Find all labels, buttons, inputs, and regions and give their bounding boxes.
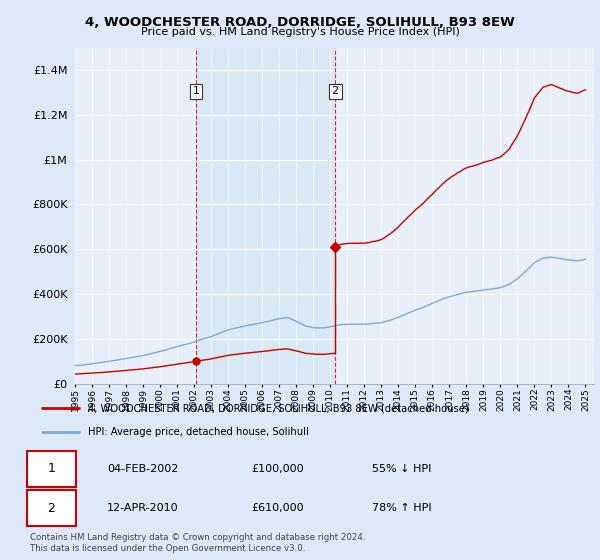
Text: HPI: Average price, detached house, Solihull: HPI: Average price, detached house, Soli… — [88, 427, 309, 437]
Text: 12-APR-2010: 12-APR-2010 — [107, 503, 179, 513]
Bar — [196, 48, 335, 384]
Text: 4, WOODCHESTER ROAD, DORRIDGE, SOLIHULL, B93 8EW: 4, WOODCHESTER ROAD, DORRIDGE, SOLIHULL,… — [85, 16, 515, 29]
Text: 4, WOODCHESTER ROAD, DORRIDGE, SOLIHULL, B93 8EW (detached house): 4, WOODCHESTER ROAD, DORRIDGE, SOLIHULL,… — [88, 403, 469, 413]
Text: 78% ↑ HPI: 78% ↑ HPI — [372, 503, 432, 513]
Text: 2: 2 — [332, 86, 339, 96]
FancyBboxPatch shape — [27, 451, 76, 487]
Text: Price paid vs. HM Land Registry's House Price Index (HPI): Price paid vs. HM Land Registry's House … — [140, 27, 460, 37]
Text: £610,000: £610,000 — [251, 503, 304, 513]
Text: 55% ↓ HPI: 55% ↓ HPI — [372, 464, 431, 474]
Text: 2: 2 — [47, 502, 55, 515]
FancyBboxPatch shape — [27, 490, 76, 526]
Text: £100,000: £100,000 — [251, 464, 304, 474]
Text: 04-FEB-2002: 04-FEB-2002 — [107, 464, 179, 474]
Text: 1: 1 — [47, 463, 55, 475]
Text: 1: 1 — [193, 86, 200, 96]
Text: Contains HM Land Registry data © Crown copyright and database right 2024.
This d: Contains HM Land Registry data © Crown c… — [30, 533, 365, 553]
